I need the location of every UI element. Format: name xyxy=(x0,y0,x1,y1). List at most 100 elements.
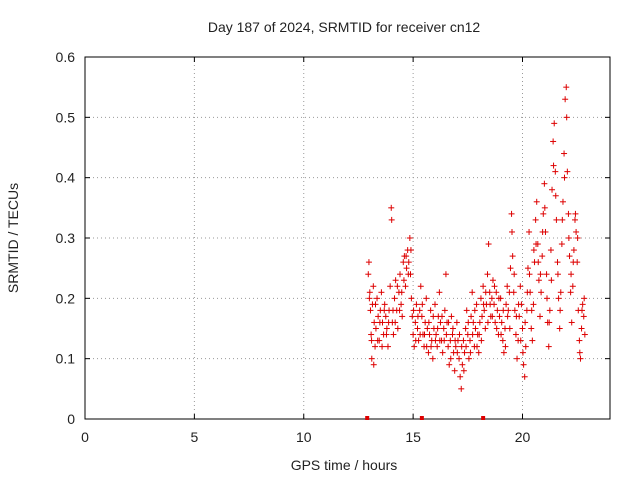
data-point xyxy=(452,343,459,350)
data-point xyxy=(513,313,520,320)
y-axis-label: SRMTID / TECUs xyxy=(5,183,21,293)
data-point xyxy=(378,289,385,296)
data-point xyxy=(573,228,580,235)
data-point xyxy=(460,337,467,344)
data-point xyxy=(434,325,441,332)
data-point xyxy=(558,241,565,248)
data-point xyxy=(452,337,459,344)
data-point xyxy=(457,373,464,380)
data-point xyxy=(549,186,556,193)
data-point xyxy=(479,313,486,320)
data-point xyxy=(391,295,398,302)
data-point xyxy=(504,283,511,290)
data-point xyxy=(488,295,495,302)
data-point xyxy=(384,343,391,350)
data-point xyxy=(505,307,512,314)
data-point xyxy=(436,289,443,296)
data-point xyxy=(434,343,441,350)
data-point xyxy=(463,343,470,350)
data-point xyxy=(402,283,409,290)
data-point xyxy=(500,307,507,314)
data-point xyxy=(489,277,496,284)
data-point xyxy=(500,349,507,356)
data-point xyxy=(552,168,559,175)
data-point xyxy=(461,349,468,356)
data-point xyxy=(504,313,511,320)
data-point xyxy=(548,277,555,284)
data-point xyxy=(474,343,480,350)
data-point xyxy=(530,247,537,254)
data-point xyxy=(520,361,527,368)
data-point xyxy=(390,307,396,314)
data-point xyxy=(370,283,377,290)
data-point xyxy=(529,337,536,344)
data-point xyxy=(429,355,436,362)
data-point xyxy=(439,349,446,356)
data-point xyxy=(495,295,502,302)
data-point xyxy=(449,325,456,332)
data-point xyxy=(414,313,421,320)
data-point xyxy=(368,331,375,338)
data-point xyxy=(553,216,560,223)
data-point xyxy=(476,319,483,326)
data-point xyxy=(451,367,458,374)
data-point xyxy=(385,319,392,326)
y-tick-label: 0 xyxy=(67,411,75,427)
data-point xyxy=(441,337,448,344)
data-point xyxy=(540,210,547,217)
data-point xyxy=(554,271,561,278)
data-point xyxy=(565,235,572,241)
data-point xyxy=(572,210,579,217)
data-point xyxy=(568,271,575,278)
data-point xyxy=(498,319,505,326)
data-point xyxy=(507,265,514,272)
data-point xyxy=(445,343,452,350)
data-point xyxy=(547,247,554,254)
data-point xyxy=(470,319,477,326)
data-point xyxy=(546,319,553,326)
data-point xyxy=(375,313,382,320)
data-point xyxy=(416,307,423,314)
data-point xyxy=(445,319,452,326)
data-point xyxy=(484,319,491,326)
data-point xyxy=(528,307,535,314)
data-point xyxy=(487,301,494,308)
data-point xyxy=(454,349,461,356)
data-point xyxy=(557,289,564,296)
data-point xyxy=(509,228,515,235)
data-point xyxy=(446,361,453,368)
data-point xyxy=(480,283,487,290)
data-point xyxy=(368,355,375,362)
grid-lines xyxy=(85,57,610,419)
data-point xyxy=(482,289,489,296)
data-point xyxy=(510,289,517,296)
data-point xyxy=(566,253,573,260)
data-point xyxy=(581,295,588,302)
data-point xyxy=(576,349,583,356)
data-point xyxy=(478,337,485,344)
data-point xyxy=(522,343,529,350)
data-point xyxy=(561,174,568,181)
data-point xyxy=(392,319,399,326)
data-point xyxy=(554,259,561,266)
data-point xyxy=(473,301,480,308)
data-point xyxy=(465,319,472,326)
data-point xyxy=(462,325,469,332)
data-point xyxy=(538,289,545,296)
x-tick-label: 5 xyxy=(190,429,198,445)
data-point xyxy=(561,150,568,157)
y-tick-label: 0.3 xyxy=(56,230,76,246)
data-point xyxy=(537,313,543,320)
data-point xyxy=(528,325,535,332)
data-point xyxy=(383,331,390,338)
data-point xyxy=(406,235,413,241)
data-point xyxy=(519,349,526,356)
data-point xyxy=(448,313,455,320)
data-point xyxy=(376,319,383,326)
data-point xyxy=(533,241,540,248)
data-point xyxy=(459,361,466,368)
data-point xyxy=(515,301,522,308)
data-point xyxy=(491,283,498,290)
data-point xyxy=(563,84,570,91)
data-point xyxy=(423,295,430,302)
